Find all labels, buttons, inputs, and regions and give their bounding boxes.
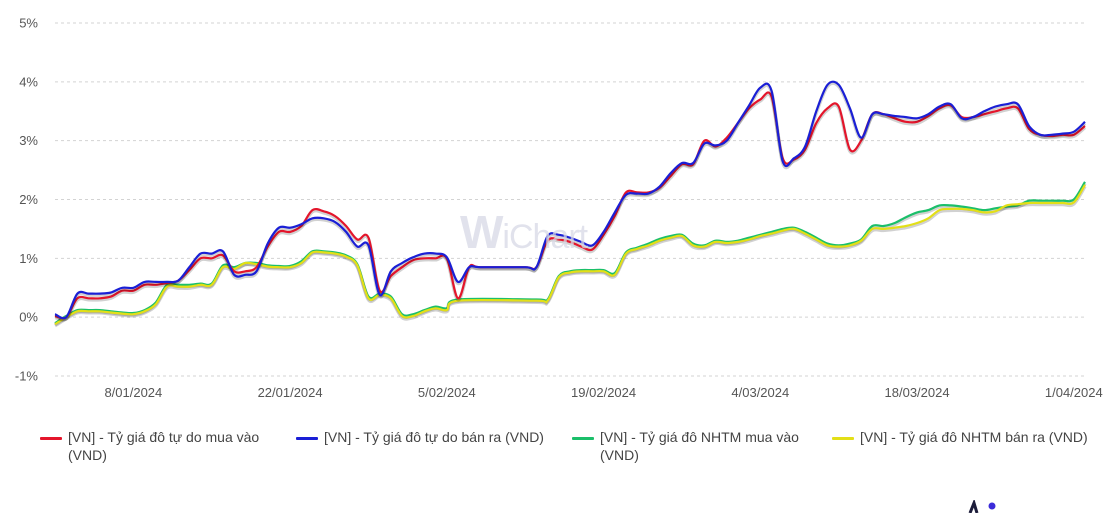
- watermark-w: W: [460, 206, 503, 258]
- series-line-free-sell-shadow: [54, 81, 1087, 322]
- legend-swatch-blue: [296, 437, 318, 440]
- grid-lines: [55, 22, 1085, 377]
- legend-swatch-yellow: [832, 437, 854, 440]
- legend-swatch-green: [572, 437, 594, 440]
- series-line-free-sell[interactable]: [54, 80, 1086, 320]
- legend-label: [VN] - Tỷ giá đô NHTM mua vào (VND): [600, 429, 799, 463]
- x-tick-label: 8/01/2024: [104, 385, 162, 400]
- watermark-text: iChart: [502, 218, 588, 256]
- legend-swatch-red: [40, 437, 62, 440]
- series-line-bank-sell[interactable]: [54, 184, 1086, 326]
- legend-item-free-buy[interactable]: [VN] - Tỷ giá đô tự do mua vào (VND): [40, 428, 298, 464]
- y-axis-ticks: 5% 4% 3% 2% 1% 0% -1%: [15, 16, 39, 384]
- x-axis-ticks: 8/01/2024 22/01/2024 5/02/2024 19/02/2024 4/…: [104, 385, 1102, 400]
- x-tick-label: 1/04/2024: [1045, 385, 1103, 400]
- x-tick-label: 5/02/2024: [418, 385, 476, 400]
- legend-item-free-sell[interactable]: [VN] - Tỷ giá đô tự do bán ra (VND): [296, 428, 574, 446]
- y-tick-label: 4%: [19, 74, 38, 89]
- wichart-logo-icon: [968, 500, 996, 513]
- series-line-free-buy[interactable]: [54, 91, 1086, 320]
- watermark-logo: WiChart: [460, 205, 588, 259]
- y-tick-label: -1%: [15, 369, 39, 384]
- y-tick-label: 2%: [19, 192, 38, 207]
- legend-item-bank-buy[interactable]: [VN] - Tỷ giá đô NHTM mua vào (VND): [572, 428, 830, 464]
- x-tick-label: 4/03/2024: [731, 385, 789, 400]
- y-tick-label: 0%: [19, 310, 38, 325]
- x-tick-label: 19/02/2024: [571, 385, 636, 400]
- x-tick-label: 18/03/2024: [885, 385, 950, 400]
- y-tick-label: 3%: [19, 133, 38, 148]
- legend-item-bank-sell[interactable]: [VN] - Tỷ giá đô NHTM bán ra (VND): [832, 428, 1090, 446]
- series-lines: [54, 80, 1087, 328]
- y-tick-label: 1%: [19, 251, 38, 266]
- y-tick-label: 5%: [19, 16, 38, 31]
- series-line-free-buy-shadow: [54, 92, 1087, 322]
- x-tick-label: 22/01/2024: [258, 385, 323, 400]
- legend-label: [VN] - Tỷ giá đô tự do mua vào (VND): [68, 429, 260, 463]
- legend-label: [VN] - Tỷ giá đô NHTM bán ra (VND): [860, 429, 1088, 445]
- legend-label: [VN] - Tỷ giá đô tự do bán ra (VND): [324, 429, 544, 445]
